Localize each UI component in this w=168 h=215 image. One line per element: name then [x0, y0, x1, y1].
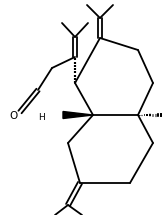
Text: H: H — [38, 114, 45, 123]
Text: O: O — [9, 111, 17, 121]
Polygon shape — [63, 112, 93, 118]
